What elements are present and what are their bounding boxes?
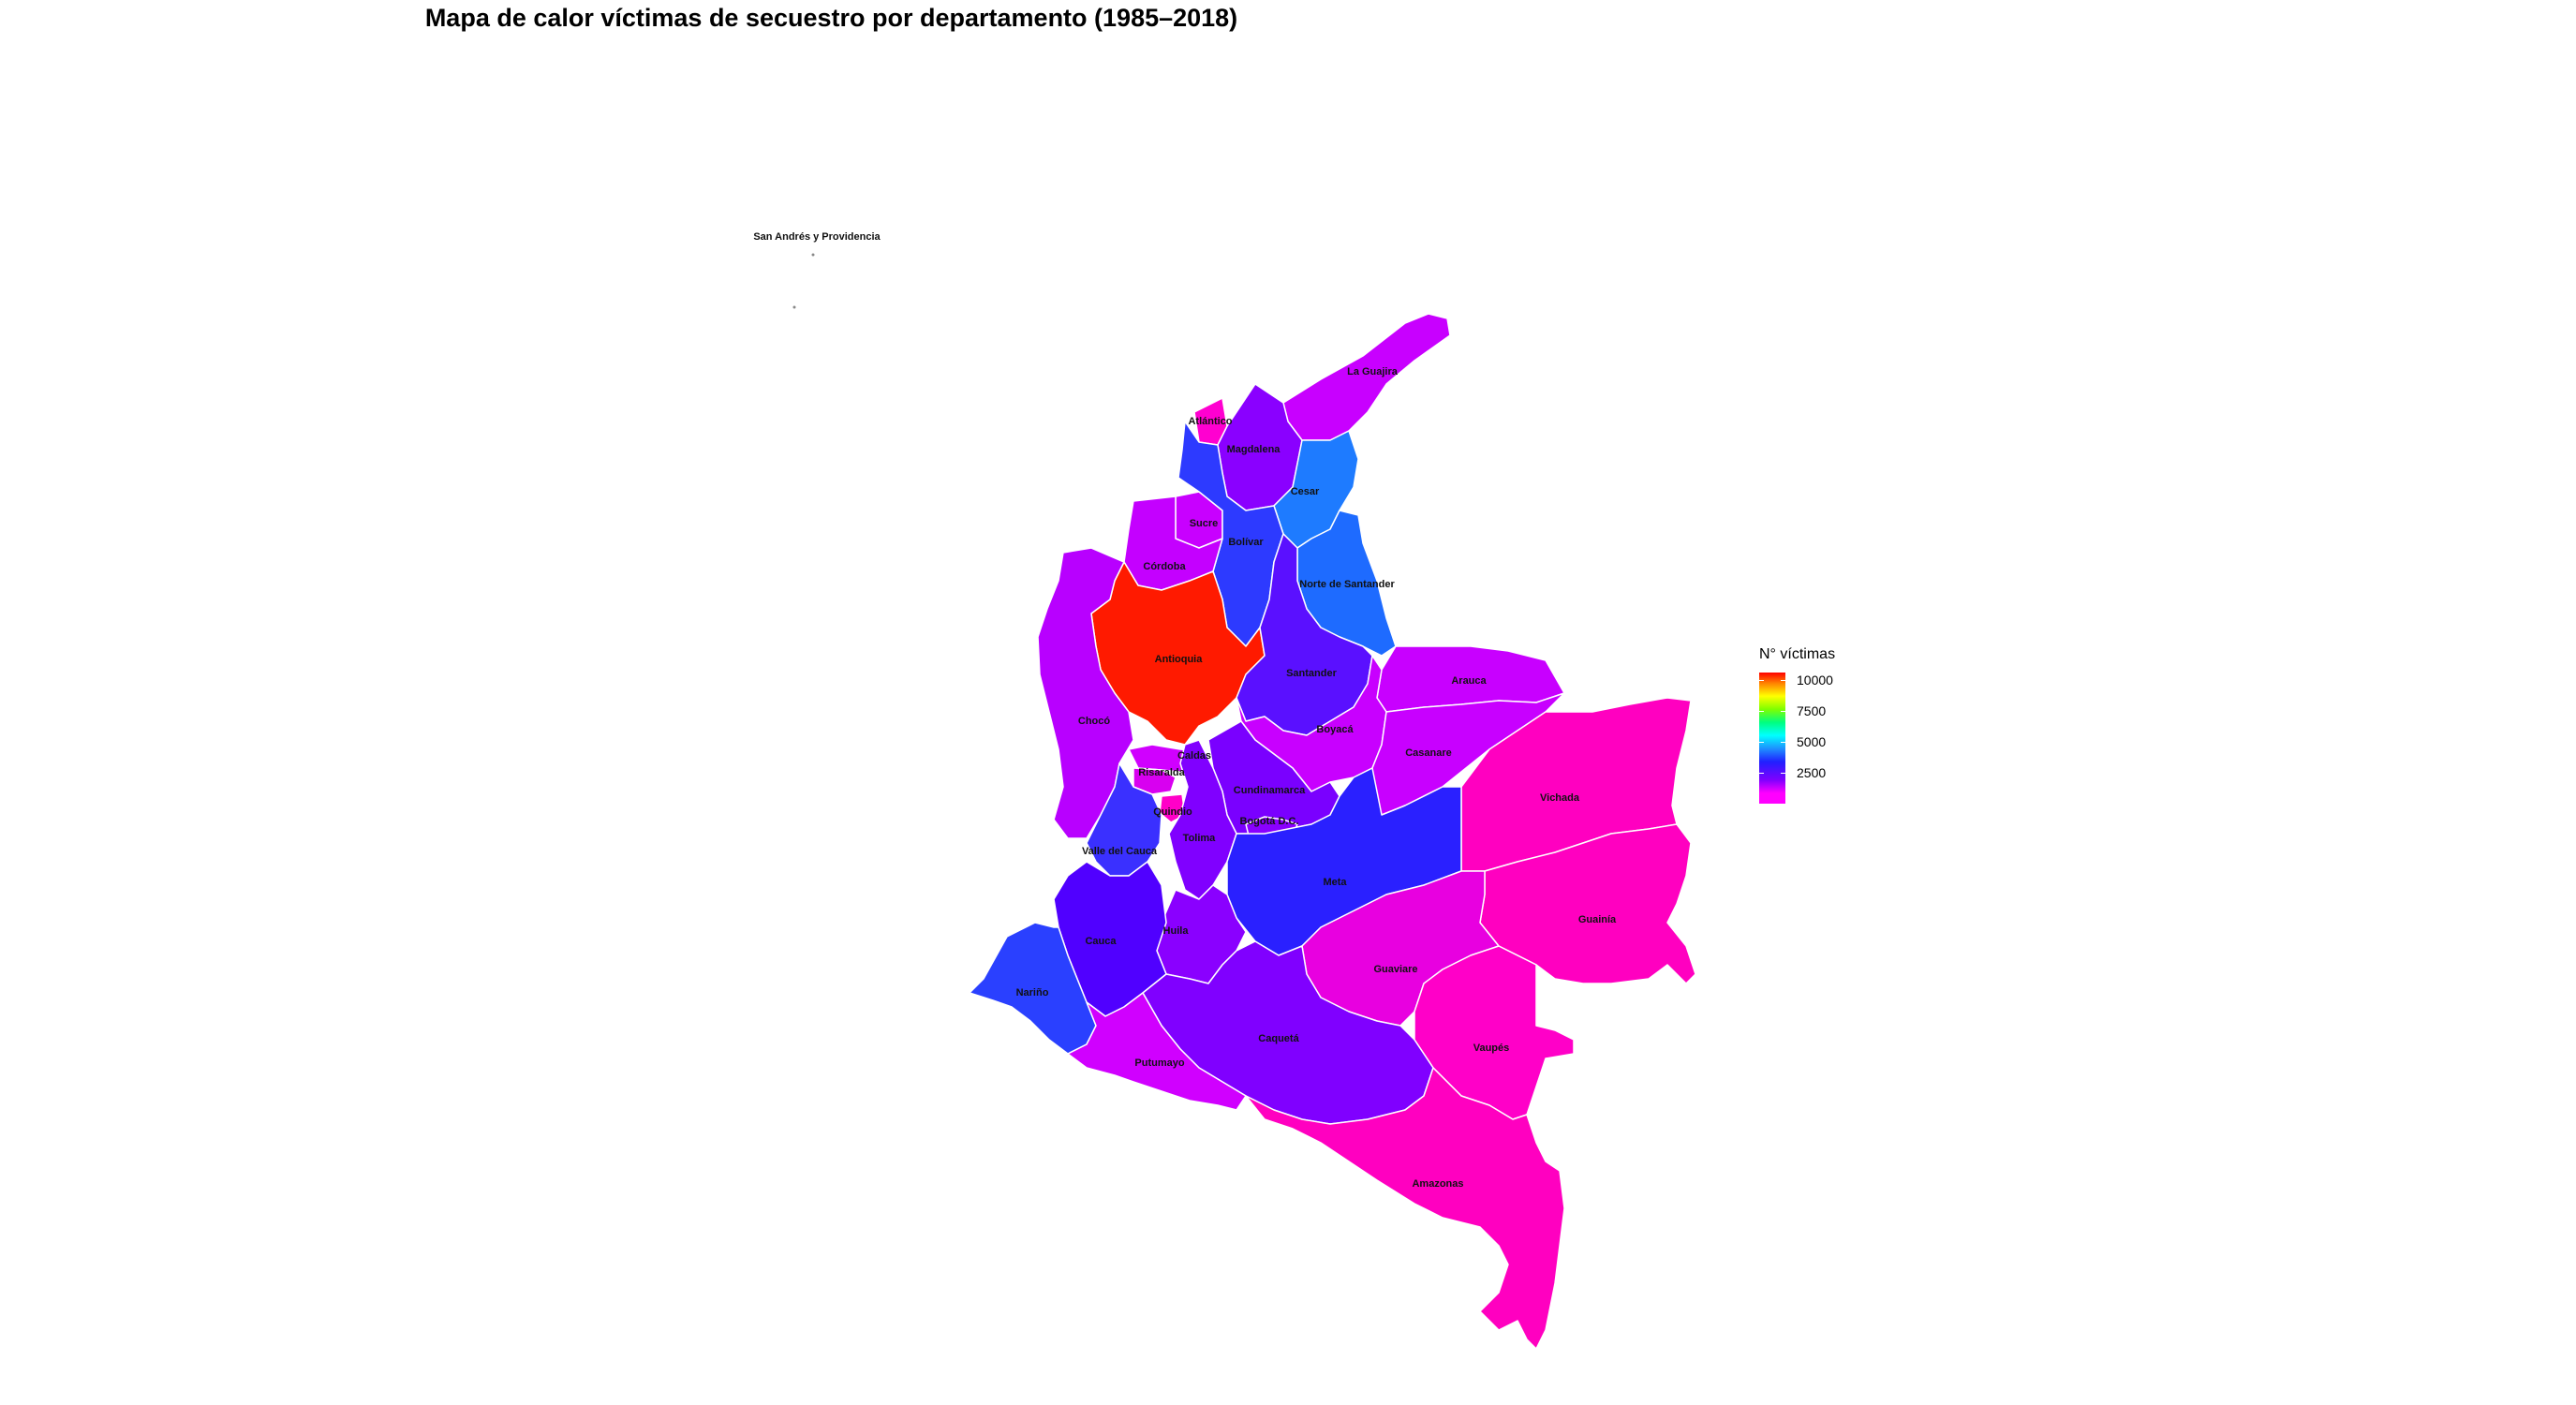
department-label-tolima: Tolima [1183, 833, 1217, 844]
department-label-sucre: Sucre [1190, 518, 1219, 529]
legend: N° víctimas 10000 7500 5000 2500 [1759, 646, 1947, 815]
legend-tick [1781, 711, 1785, 712]
department-label-antioquia: Antioquia [1155, 654, 1204, 665]
legend-label-7500: 7500 [1797, 703, 1827, 718]
department-amazonas [1245, 1067, 1565, 1350]
department-label-atlantico: Atlántico [1188, 416, 1232, 427]
legend-tick [1781, 773, 1785, 774]
department-label-amazonas: Amazonas [1412, 1178, 1463, 1190]
department-label-cundinamarca: Cundinamarca [1234, 785, 1306, 796]
department-label-bolivar: Bolívar [1228, 537, 1264, 548]
department-label-choco: Chocó [1078, 716, 1111, 727]
page-title: Mapa de calor víctimas de secuestro por … [424, 4, 1238, 32]
legend-tick [1781, 742, 1785, 743]
legend-colorbar [1759, 673, 1785, 804]
department-label-guaviare: Guaviare [1373, 964, 1417, 975]
department-valle [1086, 762, 1162, 877]
department-label-bogota: Bogotá D.C. [1240, 816, 1299, 827]
island-mark [792, 305, 796, 309]
department-label-vaupes: Vaupés [1473, 1043, 1510, 1054]
legend-label-5000: 5000 [1797, 734, 1827, 749]
legend-label-10000: 10000 [1797, 673, 1833, 688]
department-label-vichada: Vichada [1540, 792, 1580, 804]
department-label-quindio: Quindio [1153, 806, 1192, 818]
legend-title: N° víctimas [1759, 646, 1836, 662]
department-label-risaralda: Risaralda [1138, 767, 1185, 778]
department-label-boyaca: Boyacá [1316, 724, 1354, 735]
legend-tick [1759, 711, 1764, 712]
department-label-narino: Nariño [1016, 987, 1049, 998]
department-label-la_guajira: La Guajira [1347, 366, 1399, 377]
department-label-caqueta: Caquetá [1258, 1033, 1299, 1044]
department-label-arauca: Arauca [1451, 675, 1487, 687]
legend-tick [1759, 680, 1764, 681]
department-label-norte_santander: Norte de Santander [1299, 579, 1395, 590]
department-label-valle: Valle del Cauca [1082, 846, 1158, 857]
department-label-guainia: Guainía [1578, 914, 1617, 925]
department-label-putumayo: Putumayo [1134, 1057, 1184, 1069]
department-label-santander: Santander [1286, 668, 1338, 679]
department-label-cesar: Cesar [1291, 486, 1320, 497]
legend-tick [1759, 773, 1764, 774]
department-label-caldas: Caldas [1177, 750, 1211, 762]
department-label-magdalena: Magdalena [1227, 444, 1281, 455]
department-label-cauca: Cauca [1085, 936, 1117, 947]
legend-tick [1759, 742, 1764, 743]
department-label-huila: Huila [1163, 925, 1190, 937]
legend-tick [1781, 680, 1785, 681]
department-label-meta: Meta [1323, 877, 1347, 888]
department-label-san_andres: San Andrés y Providencia [753, 231, 881, 243]
department-label-cordoba: Córdoba [1143, 561, 1186, 572]
department-label-casanare: Casanare [1405, 747, 1452, 759]
island-mark [811, 253, 815, 257]
legend-label-2500: 2500 [1797, 765, 1827, 780]
department-putumayo [1067, 992, 1247, 1111]
